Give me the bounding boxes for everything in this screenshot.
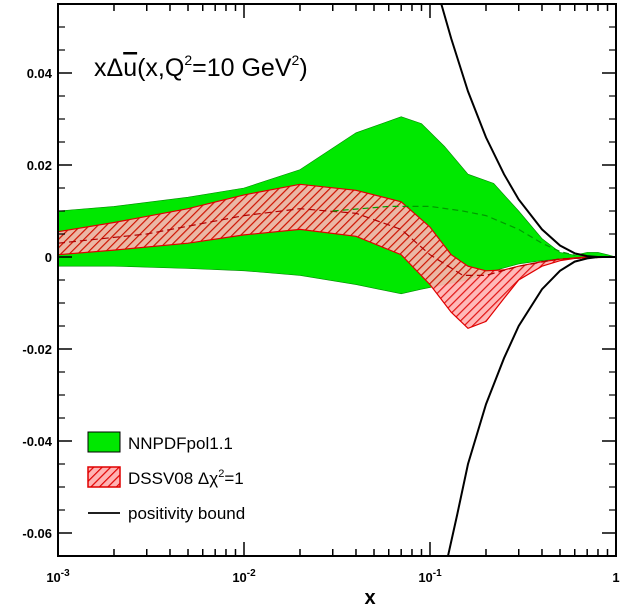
- y-tick-label: 0.02: [27, 158, 52, 173]
- legend-label-nnpdf: NNPDFpol1.1: [128, 434, 233, 453]
- x-axis-title: x: [364, 587, 375, 609]
- x-tick-label: 1: [612, 570, 619, 585]
- x-tick-exponent: -2: [247, 568, 256, 579]
- x-tick-label: 10-2: [232, 568, 256, 585]
- x-tick-label: 10-1: [418, 568, 442, 585]
- x-tick-base: 10: [46, 570, 60, 585]
- x-tick-exponent: -1: [433, 568, 442, 579]
- x-tick-base: 1: [612, 570, 619, 585]
- legend-dssv-sup: 2: [218, 468, 224, 480]
- title-close: ): [299, 54, 307, 82]
- title-after: =10 GeV: [192, 54, 292, 82]
- tick-labels: 10-3 10-2 10-1 10.040.020-0.02-0.04-0.06: [22, 66, 619, 585]
- legend: NNPDFpol1.1 DSSV08 Δχ2=1 positivity boun…: [87, 431, 245, 523]
- legend-label-positivity: positivity bound: [128, 504, 245, 523]
- legend-swatch-dssv: [87, 466, 121, 488]
- title-sup1: 2: [184, 52, 192, 68]
- x-tick-label: 10-3: [46, 568, 70, 585]
- title-lead: xΔ: [94, 54, 123, 82]
- y-tick-label: -0.02: [22, 342, 52, 357]
- positivity-bound-lower: [447, 256, 616, 556]
- title-sup2: 2: [292, 52, 300, 68]
- y-tick-label: -0.04: [22, 434, 52, 449]
- title-ubar: u: [123, 54, 137, 82]
- y-tick-label: 0: [45, 250, 52, 265]
- x-tick-base: 10: [418, 570, 432, 585]
- nnpdf-central-line: [332, 205, 575, 256]
- y-tick-label: 0.04: [27, 66, 53, 81]
- chart-title: xΔu(x,Q2=10 GeV2): [94, 52, 308, 82]
- dssv-central-line: [58, 208, 616, 276]
- x-tick-base: 10: [232, 570, 246, 585]
- ticks-layer: [57, 3, 617, 557]
- title-mid: (x,Q: [137, 54, 184, 82]
- x-tick-exponent: -3: [61, 568, 70, 579]
- legend-label-dssv: DSSV08 Δχ2=1: [128, 468, 244, 488]
- legend-dssv-lead: DSSV08 Δχ: [128, 469, 218, 488]
- y-tick-label: -0.06: [22, 526, 52, 541]
- legend-dssv-tail: =1: [224, 469, 243, 488]
- legend-swatch-nnpdf: [87, 431, 121, 453]
